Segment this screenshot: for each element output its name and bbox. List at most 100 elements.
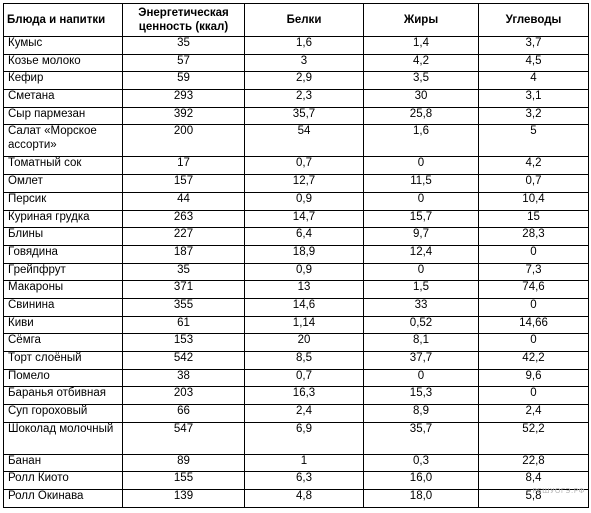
cell-energy: 17 [122, 156, 245, 176]
cell-energy: 187 [122, 244, 245, 264]
cell-energy: 44 [122, 191, 245, 211]
cell-protein: 0,9 [244, 262, 364, 282]
header-carbs: Углеводы [478, 3, 589, 37]
cell-protein: 13 [244, 280, 364, 299]
cell-dish: Банан [3, 453, 123, 473]
cell-carbs: 9,6 [478, 368, 589, 388]
table-row: Суп гороховый 66 2,4 8,9 2,4 [3, 404, 589, 423]
header-row: Блюда и напитки Энергетическая ценность … [3, 3, 589, 37]
cell-energy: 153 [122, 333, 245, 352]
cell-protein: 0,7 [244, 368, 364, 388]
cell-fat: 11,5 [363, 174, 479, 193]
cell-fat: 18,0 [363, 489, 479, 508]
cell-fat: 8,1 [363, 333, 479, 352]
cell-fat: 1,5 [363, 280, 479, 299]
cell-dish: Свинина [3, 297, 123, 317]
table-row: Персик 44 0,9 0 10,4 [3, 191, 589, 211]
cell-protein: 8,5 [244, 351, 364, 370]
cell-fat: 0 [363, 191, 479, 211]
cell-fat: 8,9 [363, 404, 479, 423]
cell-energy: 203 [122, 386, 245, 406]
cell-protein: 12,7 [244, 174, 364, 193]
cell-fat: 15,7 [363, 209, 479, 229]
cell-protein: 6,4 [244, 227, 364, 246]
cell-carbs: 28,3 [478, 227, 589, 246]
cell-energy: 200 [122, 124, 245, 158]
cell-fat: 0,52 [363, 315, 479, 335]
header-dish: Блюда и напитки [3, 3, 123, 37]
cell-protein: 6,3 [244, 471, 364, 491]
table-row: Баранья отбивная 203 16,3 15,3 0 [3, 386, 589, 406]
cell-carbs: 4 [478, 71, 589, 91]
cell-carbs: 0 [478, 297, 589, 317]
table-body: Кумыс 35 1,6 1,4 3,7 Козье молоко 57 3 4,2 4,5 Кеф… [3, 36, 589, 508]
cell-dish: Сёмга [3, 333, 123, 352]
cell-protein: 16,3 [244, 386, 364, 406]
watermark: РЕШУОГЭ.РФ [532, 487, 585, 495]
cell-carbs: 0 [478, 333, 589, 352]
cell-dish: Томатный сок [3, 156, 123, 176]
cell-energy: 155 [122, 471, 245, 491]
cell-dish: Кефир [3, 71, 123, 91]
cell-dish: Помело [3, 368, 123, 388]
cell-carbs: 0 [478, 386, 589, 406]
cell-dish: Баранья отбивная [3, 386, 123, 406]
cell-protein: 18,9 [244, 244, 364, 264]
table-row: Омлет 157 12,7 11,5 0,7 [3, 174, 589, 193]
cell-fat: 33 [363, 297, 479, 317]
cell-energy: 392 [122, 106, 245, 126]
cell-carbs: 42,2 [478, 351, 589, 370]
cell-carbs: 3,1 [478, 89, 589, 108]
cell-carbs: 0,7 [478, 174, 589, 193]
cell-dish: Кумыс [3, 36, 123, 55]
cell-energy: 35 [122, 262, 245, 282]
table-row: Шоколад молочный 547 6,9 35,7 52,2 [3, 421, 589, 455]
cell-dish: Говядина [3, 244, 123, 264]
table-row: Говядина 187 18,9 12,4 0 [3, 244, 589, 264]
cell-protein: 14,7 [244, 209, 364, 229]
cell-energy: 355 [122, 297, 245, 317]
cell-energy: 38 [122, 368, 245, 388]
cell-carbs: 15 [478, 209, 589, 229]
cell-dish: Торт слоёный [3, 351, 123, 370]
table-row: Куриная грудка 263 14,7 15,7 15 [3, 209, 589, 229]
cell-fat: 1,6 [363, 124, 479, 158]
cell-protein: 2,3 [244, 89, 364, 108]
cell-fat: 15,3 [363, 386, 479, 406]
cell-fat: 1,4 [363, 36, 479, 55]
cell-fat: 0 [363, 156, 479, 176]
nutrition-table-container: Блюда и напитки Энергетическая ценность … [3, 3, 589, 508]
cell-dish: Шоколад молочный [3, 421, 123, 455]
cell-carbs: 3,2 [478, 106, 589, 126]
table-row: Торт слоёный 542 8,5 37,7 42,2 [3, 351, 589, 370]
cell-dish: Ролл Киото [3, 471, 123, 491]
cell-carbs: 52,2 [478, 421, 589, 455]
cell-energy: 227 [122, 227, 245, 246]
table-row: Сметана 293 2,3 30 3,1 [3, 89, 589, 108]
cell-protein: 1,14 [244, 315, 364, 335]
cell-dish: Ролл Окинава [3, 489, 123, 508]
cell-dish: Сыр пармезан [3, 106, 123, 126]
cell-fat: 0 [363, 262, 479, 282]
cell-energy: 61 [122, 315, 245, 335]
table-row: Ролл Окинава 139 4,8 18,0 5,8 [3, 489, 589, 508]
table-row: Макароны 371 13 1,5 74,6 [3, 280, 589, 299]
cell-fat: 37,7 [363, 351, 479, 370]
table-row: Салат «Морское ассорти» 200 54 1,6 5 [3, 124, 589, 158]
table-row: Грейпфрут 35 0,9 0 7,3 [3, 262, 589, 282]
cell-protein: 35,7 [244, 106, 364, 126]
cell-energy: 293 [122, 89, 245, 108]
cell-energy: 57 [122, 53, 245, 73]
cell-carbs: 74,6 [478, 280, 589, 299]
cell-fat: 35,7 [363, 421, 479, 455]
cell-dish: Макароны [3, 280, 123, 299]
cell-protein: 4,8 [244, 489, 364, 508]
cell-dish: Киви [3, 315, 123, 335]
cell-energy: 139 [122, 489, 245, 508]
cell-protein: 54 [244, 124, 364, 158]
nutrition-table: Блюда и напитки Энергетическая ценность … [3, 3, 589, 508]
cell-dish: Сметана [3, 89, 123, 108]
cell-carbs: 22,8 [478, 453, 589, 473]
cell-dish: Персик [3, 191, 123, 211]
cell-carbs: 10,4 [478, 191, 589, 211]
